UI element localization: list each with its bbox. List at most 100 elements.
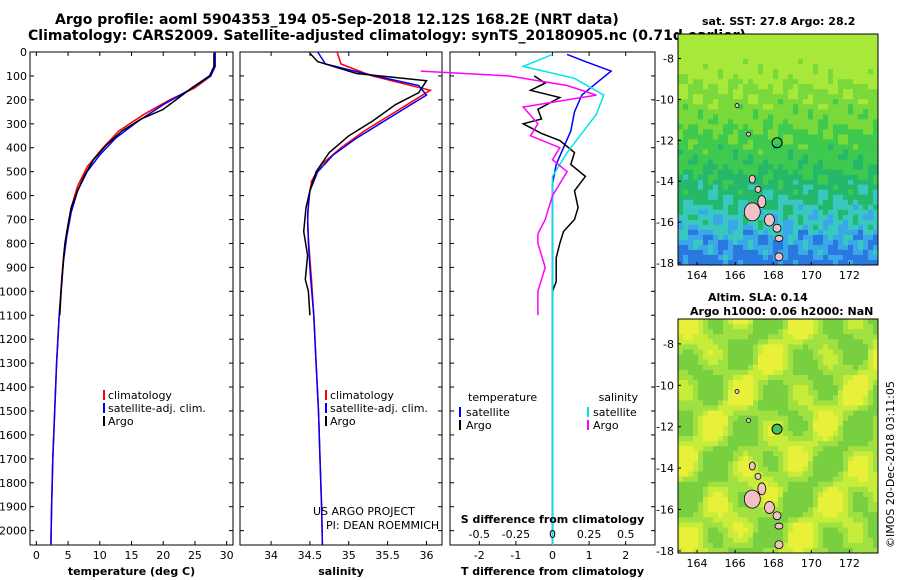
map-cell [678, 179, 684, 186]
map-cell [833, 415, 839, 422]
map-cell [733, 451, 739, 457]
map-cell [813, 249, 819, 256]
map-cell [688, 374, 694, 381]
map-cell [838, 239, 844, 246]
map-cell [728, 527, 734, 534]
map-cell [803, 380, 809, 386]
map-cell [783, 415, 789, 422]
map-cell [683, 319, 689, 325]
map-cell [818, 425, 824, 432]
map-cell [778, 109, 784, 115]
map-cell [773, 154, 779, 160]
map-cell [693, 456, 699, 462]
map-cell [708, 481, 714, 488]
map-cell [843, 537, 849, 544]
map-cell [793, 527, 799, 534]
map-cell [848, 405, 854, 411]
map-cell [788, 189, 794, 196]
map-cell [848, 420, 854, 427]
map-cell [808, 34, 814, 40]
map-cell [818, 517, 824, 523]
map-cell [738, 99, 744, 105]
map-cell [778, 507, 784, 513]
map-cell [858, 114, 864, 120]
map-cell [748, 471, 754, 478]
map-cell [713, 119, 719, 125]
map-cell [858, 134, 864, 140]
map-cell [683, 224, 689, 231]
map-cell [848, 249, 854, 256]
map-cell [723, 84, 729, 90]
map-cell [723, 174, 729, 181]
map-cell [858, 229, 864, 236]
map-cell [683, 369, 689, 376]
map-cell [728, 134, 734, 140]
map-cell [833, 497, 839, 503]
map-cell [728, 34, 734, 40]
map-cell [798, 324, 804, 330]
map-cell [778, 39, 784, 45]
map-cell [693, 204, 699, 211]
map-cell [718, 446, 724, 452]
map-cell [793, 79, 799, 85]
map-cell [848, 451, 854, 457]
map-cell [813, 461, 819, 467]
map-cell [873, 69, 879, 75]
map-cell [793, 461, 799, 467]
map-cell [793, 400, 799, 406]
x-axis-label: temperature (deg C) [68, 565, 195, 578]
y-tick-label: 700 [6, 214, 27, 227]
map-cell [683, 124, 689, 130]
map-cell [848, 259, 854, 266]
map-cell [798, 139, 804, 145]
map-cell [788, 329, 794, 335]
map-cell [768, 527, 774, 534]
map-cell [738, 209, 744, 216]
map-cell [763, 114, 769, 120]
map-cell [873, 134, 879, 140]
map-cell [758, 69, 764, 75]
map-cell [778, 214, 784, 221]
map-cell [778, 64, 784, 70]
map-cell [863, 390, 869, 396]
map-cell [843, 527, 849, 534]
map-cell [693, 234, 699, 241]
map-cell [863, 395, 869, 401]
map-cell [783, 114, 789, 120]
map-cell [728, 164, 734, 170]
map-cell [813, 259, 819, 266]
map-cell [723, 154, 729, 160]
map-cell [823, 64, 829, 70]
map-cell [708, 64, 714, 70]
map-cell [763, 354, 769, 361]
map-cell [698, 104, 704, 110]
map-cell [703, 319, 709, 325]
map-cell [833, 486, 839, 493]
map-cell [708, 194, 714, 201]
map-cell [678, 84, 684, 90]
map-cell [723, 34, 729, 40]
map-cell [728, 194, 734, 201]
map-cell [743, 254, 749, 261]
island [774, 235, 784, 242]
map-cell [818, 532, 824, 539]
map-cell [693, 481, 699, 488]
map-cell [678, 522, 684, 528]
map-cell [718, 134, 724, 140]
map-cell [813, 159, 819, 165]
map-cell [688, 84, 694, 90]
map-cell [848, 486, 854, 493]
map-cell [813, 34, 819, 40]
map-cell [683, 380, 689, 386]
map-cell [733, 380, 739, 386]
map-cell [728, 537, 734, 544]
map-cell [753, 400, 759, 406]
map-cell [683, 502, 689, 508]
map-cell [808, 84, 814, 90]
map-cell [678, 69, 684, 75]
map-cell [723, 481, 729, 488]
map-cell [683, 385, 689, 391]
map-cell [768, 59, 774, 65]
map-cell [853, 244, 859, 251]
map-cell [858, 369, 864, 376]
